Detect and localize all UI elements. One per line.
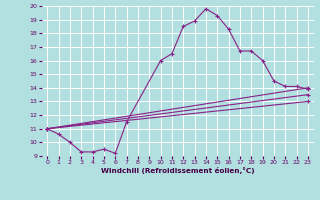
X-axis label: Windchill (Refroidissement éolien,°C): Windchill (Refroidissement éolien,°C): [101, 167, 254, 174]
